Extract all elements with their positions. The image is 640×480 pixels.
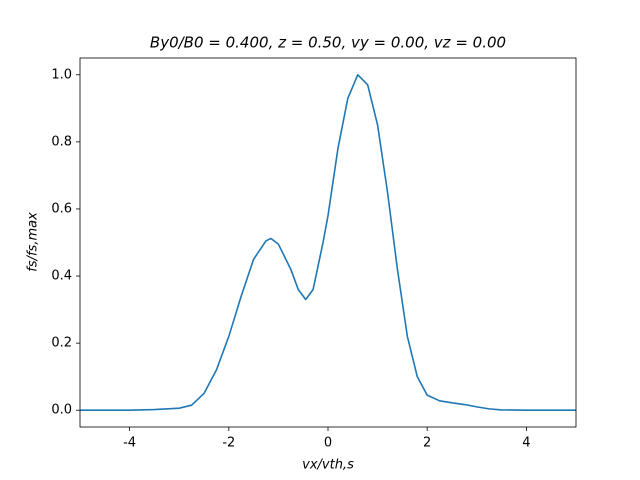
y-tick-label: 0.8 [51, 134, 72, 149]
y-tick-label: 1.0 [51, 67, 72, 82]
x-tick-label: -4 [123, 436, 136, 451]
chart-title: By0/B0 = 0.400, z = 0.50, vy = 0.00, vz … [150, 34, 506, 52]
y-tick-label: 0.2 [51, 336, 72, 351]
x-tick-label: 2 [423, 436, 431, 451]
data-line [80, 73, 576, 412]
y-tick-label: 0.6 [51, 201, 72, 216]
y-axis-label: fs/fs,max [26, 212, 41, 272]
y-tick-label: 0.4 [51, 269, 72, 284]
y-tick-label: 0.0 [51, 403, 72, 418]
plot-frame [79, 57, 577, 428]
x-tick-label: -2 [222, 436, 235, 451]
x-axis-label: vx/vth,s [302, 458, 354, 473]
x-tick-label: 4 [522, 436, 530, 451]
x-tick-label: 0 [324, 436, 332, 451]
